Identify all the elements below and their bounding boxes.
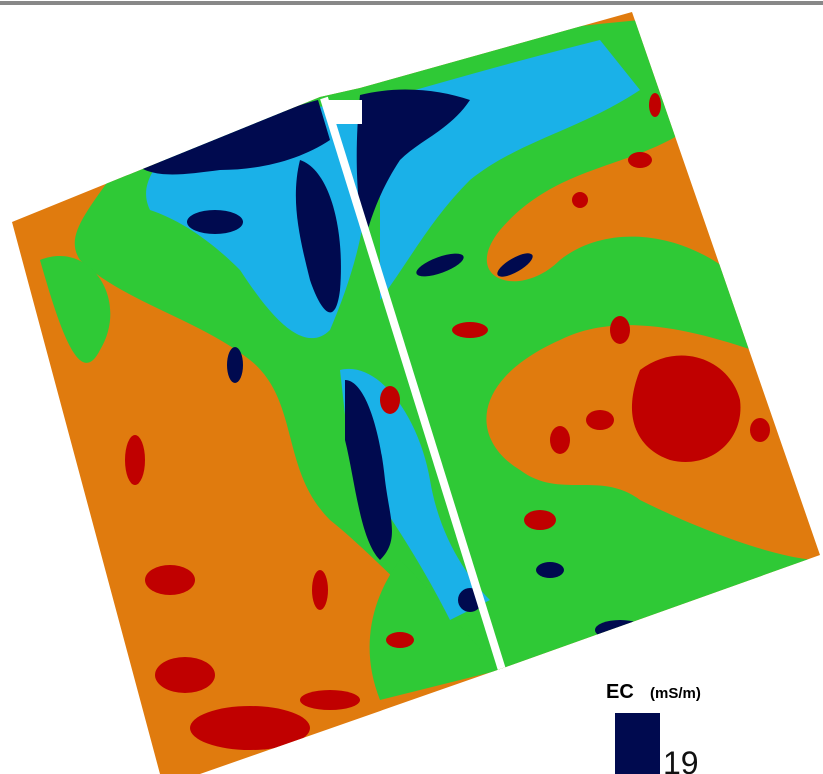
legend-label: 19 [663,745,699,774]
legend-swatch [615,713,660,774]
legend-title: EC [606,681,634,703]
legend-unit: (mS/m) [650,685,701,702]
field-map [0,0,823,774]
ec-map: EC (mS/m) 19 [0,0,823,774]
legend: EC (mS/m) 19 [606,681,701,774]
